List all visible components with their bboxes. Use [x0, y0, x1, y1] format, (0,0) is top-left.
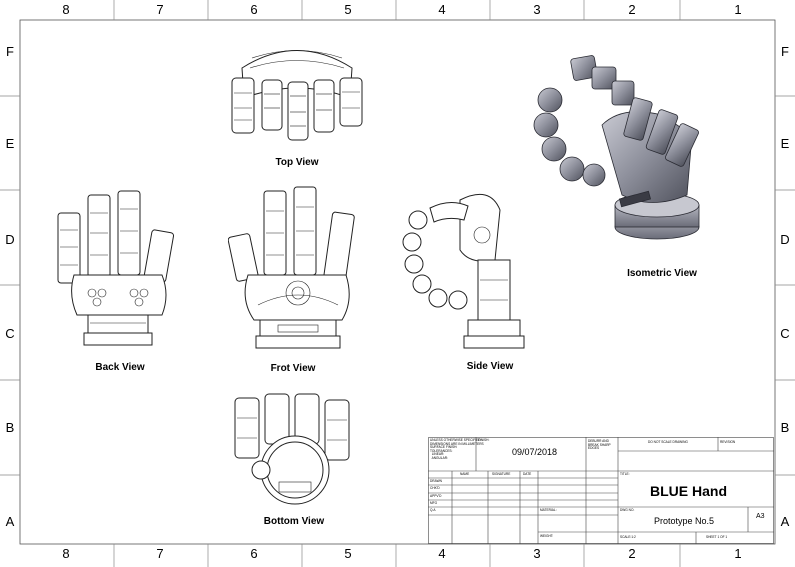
front-view-label: Frot View	[270, 363, 316, 374]
zone-col-7-bottom: 7	[156, 546, 164, 561]
zone-row-b-right: B	[780, 420, 790, 435]
col-name-header: NAME	[460, 472, 470, 476]
side-view-label: Side View	[466, 361, 514, 372]
zone-row-b-left: B	[5, 420, 15, 435]
zone-row-c-left: C	[5, 326, 15, 341]
zone-col-5-bottom: 5	[344, 546, 352, 561]
finish-label: FINISH:	[478, 438, 490, 442]
dwg-number: Prototype No.5	[654, 516, 715, 526]
deburr-note: DEBURR AND BREAK SHARP EDGES	[588, 439, 611, 451]
row-approved: APPV'D	[430, 494, 442, 498]
zone-row-f-right: F	[781, 44, 789, 59]
zone-row-a-right: A	[780, 514, 790, 529]
sheet-size: A3	[756, 513, 765, 520]
weight-label: WEIGHT:	[540, 534, 554, 538]
row-mfg: MFG	[430, 501, 438, 505]
top-view-drawing	[231, 50, 363, 141]
zone-col-1-top: 1	[734, 2, 742, 17]
row-qa: Q.A	[430, 508, 436, 512]
col-date-header: DATE	[523, 472, 532, 476]
front-view-drawing	[228, 186, 355, 349]
back-view-label: Back View	[95, 362, 145, 373]
bottom-view-label: Bottom View	[263, 516, 325, 527]
zone-col-2-top: 2	[628, 2, 636, 17]
title-block: UNLESS OTHERWISE SPECIFIED: DIMENSIONS A…	[428, 437, 774, 544]
zone-row-d-right: D	[780, 232, 790, 247]
isometric-view-label: Isometric View	[627, 268, 697, 279]
scale-label: SCALE:1:2	[620, 535, 636, 539]
zone-col-4-bottom: 4	[438, 546, 446, 561]
do-not-scale-note: DO NOT SCALE DRAWING	[648, 440, 688, 444]
zone-col-8-top: 8	[62, 2, 70, 17]
zone-col-7-top: 7	[156, 2, 164, 17]
zone-col-3-top: 3	[533, 2, 541, 17]
zone-col-6-bottom: 6	[250, 546, 258, 561]
zone-col-8-bottom: 8	[62, 546, 70, 561]
title-block-grid	[428, 437, 774, 544]
title-label: TITLE:	[620, 472, 630, 476]
zone-row-e-left: E	[5, 136, 15, 151]
zone-col-4-top: 4	[438, 2, 446, 17]
bottom-view-drawing	[234, 393, 350, 505]
zone-col-5-top: 5	[344, 2, 352, 17]
revision-label: REVISION	[720, 440, 736, 444]
zone-col-2-bottom: 2	[628, 546, 636, 561]
col-signature-header: SIGNATURE	[492, 472, 511, 476]
zone-col-1-bottom: 1	[734, 546, 742, 561]
drawing-date: 09/07/2018	[512, 447, 558, 457]
zone-col-3-bottom: 3	[533, 546, 541, 561]
zone-row-c-right: C	[780, 326, 790, 341]
zone-row-e-right: E	[780, 136, 790, 151]
zone-row-f-left: F	[6, 44, 14, 59]
row-drawn: DRAWN	[430, 479, 442, 483]
zone-row-d-left: D	[5, 232, 15, 247]
isometric-view-drawing	[533, 55, 700, 240]
top-view-label: Top View	[275, 157, 319, 168]
tolerance-note: UNLESS OTHERWISE SPECIFIED: DIMENSIONS A…	[430, 438, 484, 460]
zone-row-a-left: A	[5, 514, 15, 529]
material-label: MATERIAL:	[540, 508, 557, 512]
dwg-no-label: DWG NO.	[620, 508, 635, 512]
back-view-drawing	[57, 190, 175, 346]
sheet-count: SHEET 1 OF 1	[706, 535, 728, 539]
row-checked: CHK'D	[430, 486, 440, 490]
side-view-drawing	[402, 193, 525, 349]
drawing-title: BLUE Hand	[650, 483, 727, 499]
zone-col-6-top: 6	[250, 2, 258, 17]
